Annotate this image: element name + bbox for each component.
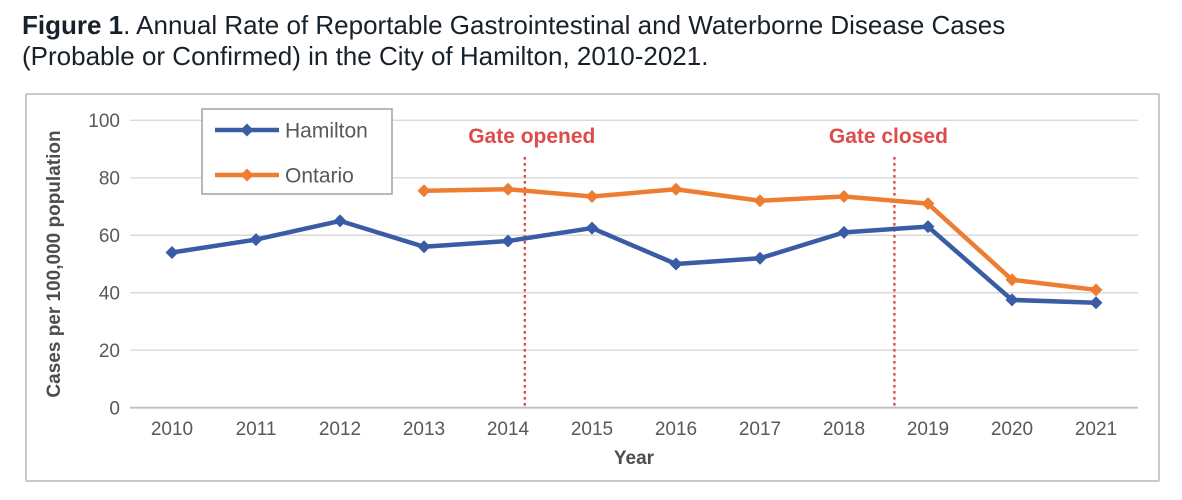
x-tick-label: 2016 [655, 419, 697, 440]
y-axis-title: Cases per 100,000 population [44, 130, 65, 397]
series-marker-hamilton [417, 240, 431, 254]
legend-swatch-marker-ontario [240, 168, 254, 182]
chart-frame: 0 20 40 60 80 100 2010 2011 2012 2013 2014 2015 2016… [25, 93, 1160, 482]
series-marker-hamilton [1005, 293, 1019, 307]
legend-label-ontario: Ontario [285, 164, 354, 187]
figure-title-text: . Annual Rate of Reportable Gastrointest… [22, 10, 1006, 71]
x-tick-label: 2015 [571, 419, 613, 440]
series-marker-ontario [669, 182, 683, 196]
series-marker-hamilton [333, 214, 347, 228]
series-marker-hamilton [165, 246, 179, 260]
x-tick-label: 2021 [1075, 419, 1117, 440]
x-tick-label: 2012 [319, 419, 361, 440]
x-tick-label: 2019 [907, 419, 949, 440]
y-tick-label: 80 [99, 168, 120, 189]
x-tick-label: 2011 [236, 419, 277, 440]
figure-title: Figure 1. Annual Rate of Reportable Gast… [22, 10, 1122, 72]
y-tick-label: 100 [88, 111, 120, 132]
y-tick-label: 40 [99, 283, 120, 304]
y-tick-label: 20 [99, 341, 120, 362]
series-marker-hamilton [501, 234, 515, 248]
series-marker-ontario [417, 184, 431, 198]
x-tick-label: 2010 [151, 419, 193, 440]
series-marker-ontario [1089, 283, 1103, 297]
annotation-label-gate-opened: Gate opened [468, 125, 595, 148]
x-tick-label: 2017 [739, 419, 781, 440]
x-tick-label: 2018 [823, 419, 865, 440]
series-marker-hamilton [249, 233, 263, 247]
x-tick-label: 2013 [403, 419, 445, 440]
x-axis-title: Year [614, 448, 655, 469]
figure-title-prefix: Figure 1 [22, 10, 124, 40]
x-tick-label: 2020 [991, 419, 1033, 440]
legend-label-hamilton: Hamilton [285, 119, 368, 142]
x-tick-label: 2014 [487, 419, 530, 440]
y-tick-label: 60 [99, 226, 120, 247]
series-marker-ontario [753, 194, 767, 208]
series-marker-hamilton [837, 225, 851, 239]
series-marker-hamilton [921, 220, 935, 234]
y-tick-label: 0 [109, 398, 120, 419]
series-marker-ontario [921, 197, 935, 211]
series-marker-hamilton [669, 257, 683, 271]
annotation-label-gate-closed: Gate closed [829, 125, 948, 148]
legend-swatch-marker-hamilton [240, 123, 254, 137]
series-marker-ontario [837, 189, 851, 203]
series-marker-hamilton [753, 251, 767, 265]
chart-canvas: 0 20 40 60 80 100 2010 2011 2012 2013 2014 2015 2016… [44, 108, 1138, 469]
legend-box [201, 108, 393, 195]
series-marker-hamilton [585, 221, 599, 235]
series-marker-hamilton [1089, 296, 1103, 310]
series-line-hamilton [169, 218, 1099, 306]
series-marker-ontario [1005, 273, 1019, 287]
series-marker-ontario [501, 182, 515, 196]
series-marker-ontario [585, 189, 599, 203]
